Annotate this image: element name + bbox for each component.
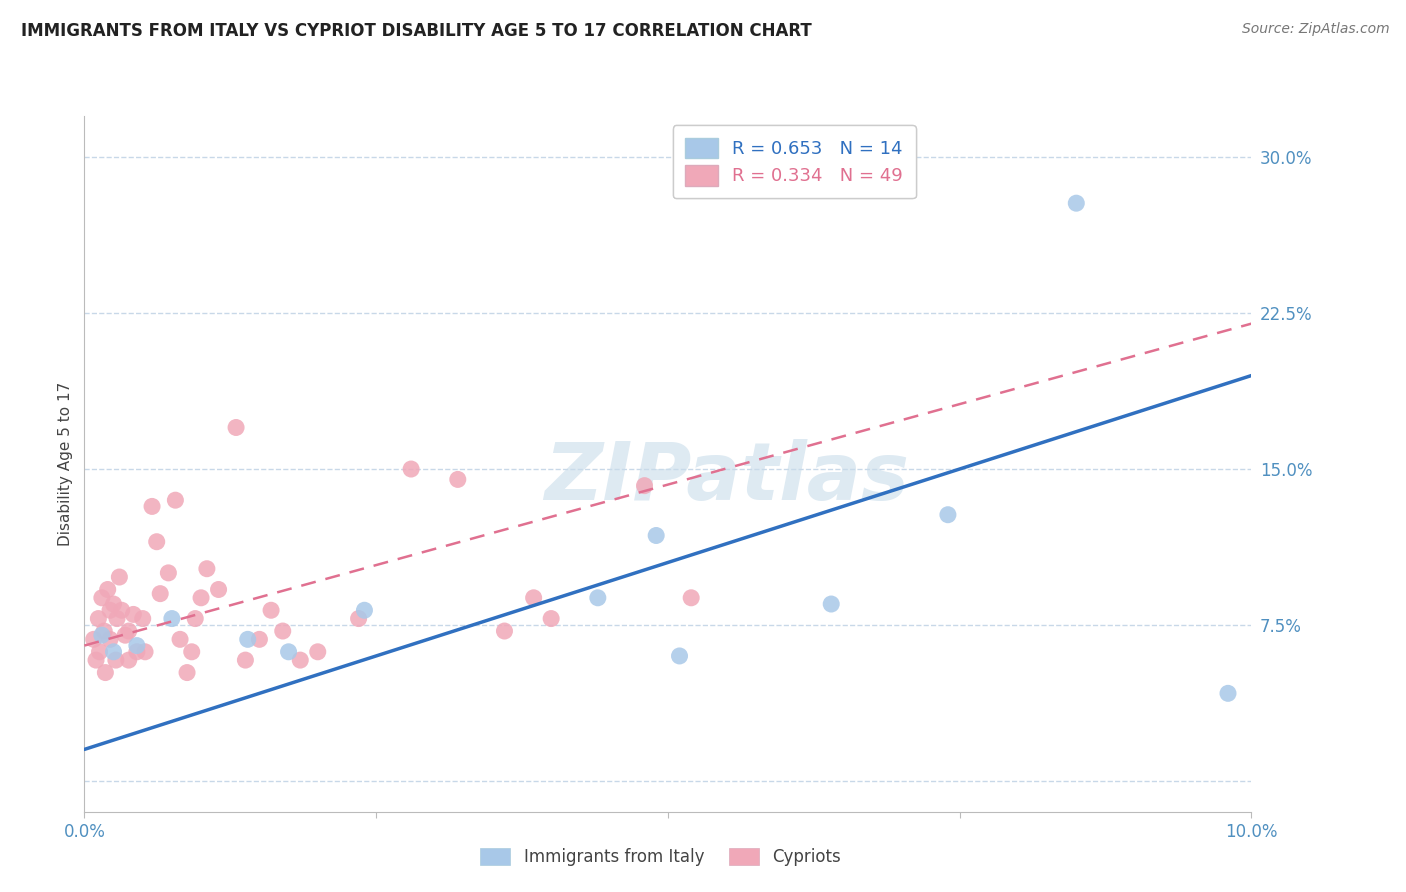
Point: [190, 591, 212, 605]
Point: [347, 611, 370, 625]
Point: [353, 603, 375, 617]
Point: [586, 591, 609, 605]
Point: [98, 632, 121, 647]
Point: [399, 462, 422, 476]
Point: [114, 628, 136, 642]
Point: [149, 587, 172, 601]
Point: [271, 624, 294, 638]
Point: [132, 611, 155, 625]
Point: [180, 645, 202, 659]
Point: [165, 493, 187, 508]
Text: Source: ZipAtlas.com: Source: ZipAtlas.com: [1241, 22, 1389, 37]
Point: [290, 653, 312, 667]
Point: [169, 632, 191, 647]
Point: [97, 582, 120, 597]
Point: [160, 611, 183, 625]
Point: [104, 653, 127, 667]
Point: [207, 582, 229, 597]
Point: [87, 611, 110, 625]
Point: [93, 624, 115, 638]
Point: [145, 534, 167, 549]
Point: [122, 607, 145, 622]
Point: [98, 603, 121, 617]
Point: [134, 645, 156, 659]
Point: [1066, 196, 1088, 211]
Point: [89, 645, 111, 659]
Point: [90, 628, 112, 642]
Point: [277, 645, 299, 659]
Text: ZIPatlas: ZIPatlas: [544, 439, 908, 516]
Point: [111, 603, 134, 617]
Point: [249, 632, 271, 647]
Point: [1216, 686, 1239, 700]
Point: [184, 611, 207, 625]
Point: [118, 624, 141, 638]
Point: [235, 653, 257, 667]
Point: [83, 632, 105, 647]
Point: [645, 528, 668, 542]
Legend: Immigrants from Italy, Cypriots: Immigrants from Italy, Cypriots: [472, 840, 849, 875]
Y-axis label: Disability Age 5 to 17: Disability Age 5 to 17: [58, 382, 73, 546]
Point: [936, 508, 959, 522]
Point: [681, 591, 703, 605]
Point: [141, 500, 163, 514]
Point: [90, 591, 112, 605]
Point: [157, 566, 180, 580]
Point: [633, 478, 655, 492]
Point: [108, 570, 131, 584]
Point: [125, 639, 148, 653]
Point: [195, 562, 218, 576]
Point: [125, 645, 148, 659]
Point: [523, 591, 546, 605]
Point: [118, 653, 141, 667]
Point: [103, 597, 125, 611]
Point: [668, 648, 690, 663]
Point: [494, 624, 516, 638]
Legend: R = 0.653   N = 14, R = 0.334   N = 49: R = 0.653 N = 14, R = 0.334 N = 49: [672, 125, 915, 198]
Point: [105, 611, 128, 625]
Point: [236, 632, 259, 647]
Point: [307, 645, 329, 659]
Point: [176, 665, 198, 680]
Point: [103, 645, 125, 659]
Point: [84, 653, 107, 667]
Text: IMMIGRANTS FROM ITALY VS CYPRIOT DISABILITY AGE 5 TO 17 CORRELATION CHART: IMMIGRANTS FROM ITALY VS CYPRIOT DISABIL…: [21, 22, 811, 40]
Point: [94, 665, 117, 680]
Point: [225, 420, 247, 434]
Point: [260, 603, 283, 617]
Point: [447, 472, 470, 486]
Point: [820, 597, 842, 611]
Point: [540, 611, 562, 625]
